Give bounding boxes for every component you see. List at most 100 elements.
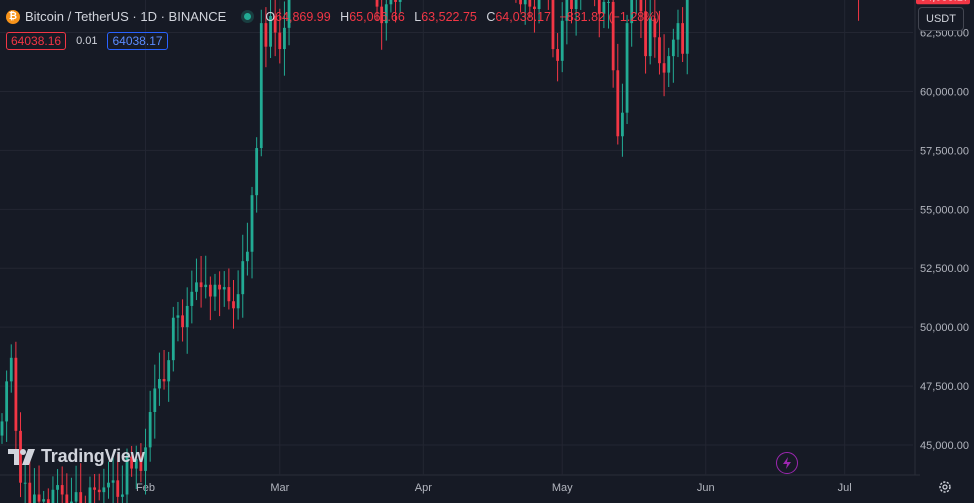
- candle-body: [597, 0, 601, 14]
- time-tick-label: Jun: [697, 482, 715, 494]
- candle-body: [394, 0, 397, 2]
- candle-body: [0, 421, 4, 436]
- candle-body: [269, 16, 272, 47]
- candle-body: [88, 487, 92, 503]
- candle-body: [380, 6, 384, 24]
- candle-body: [56, 485, 59, 490]
- candle-body: [528, 0, 532, 7]
- candle-body: [107, 482, 110, 488]
- symbol-title[interactable]: Bitcoin / TetherUS · 1D · BINANCE: [25, 9, 227, 24]
- candle-body: [218, 284, 222, 290]
- candle-body: [37, 494, 41, 502]
- last-price-label: 64,038.17: [920, 0, 969, 3]
- candle-body: [556, 49, 559, 61]
- candle-body: [51, 489, 55, 503]
- candle-body: [116, 480, 120, 497]
- candle-body: [602, 1, 606, 14]
- tradingview-logo-icon: [8, 448, 35, 465]
- candle-body: [264, 23, 268, 47]
- candle-body: [213, 284, 217, 297]
- candle-body: [5, 381, 9, 422]
- candle-body: [245, 251, 249, 262]
- buy-button[interactable]: 64038.17: [107, 32, 168, 50]
- candle-body: [134, 459, 138, 469]
- candle-body: [616, 70, 620, 137]
- high-value: 65,066.66: [349, 9, 405, 24]
- time-tick-label: May: [552, 482, 573, 494]
- candle-body: [658, 37, 661, 64]
- bitcoin-icon: ₿: [6, 9, 20, 24]
- spread-value: 0.01: [76, 35, 98, 47]
- candle-body: [560, 20, 564, 61]
- candle-body: [65, 494, 69, 503]
- candle-body: [199, 282, 203, 288]
- open-label: O: [265, 9, 276, 24]
- candle-body: [74, 492, 78, 502]
- candle-body: [42, 499, 46, 502]
- symbol-header: ₿ Bitcoin / TetherUS · 1D · BINANCE O64,…: [6, 9, 660, 24]
- candle-body: [70, 501, 73, 503]
- candle-body: [195, 282, 198, 292]
- candle-body: [537, 0, 541, 9]
- candle-body: [676, 23, 680, 40]
- time-tick-label: Jul: [838, 482, 852, 494]
- trade-buttons: 64038.16 0.01 64038.17: [6, 32, 168, 50]
- candle-body: [171, 317, 175, 361]
- candle-body: [120, 494, 124, 497]
- candle-body: [384, 4, 388, 24]
- candle-body: [185, 305, 189, 328]
- candle-body: [278, 32, 282, 50]
- candle-body: [139, 459, 143, 471]
- candle-body: [176, 315, 180, 318]
- candle-body: [60, 485, 64, 495]
- currency-selector[interactable]: USDT: [918, 7, 964, 31]
- candle-body: [111, 480, 115, 483]
- candle-body: [653, 18, 657, 38]
- candle-body: [625, 23, 629, 113]
- candle-body: [148, 412, 152, 448]
- candle-body: [621, 112, 624, 137]
- candle-body: [648, 18, 652, 57]
- candle-body: [273, 16, 277, 33]
- candle-body: [630, 0, 634, 24]
- candle-body: [19, 430, 22, 483]
- candle-body: [144, 447, 147, 471]
- candle-body: [259, 23, 263, 149]
- lightning-icon[interactable]: [776, 452, 798, 474]
- candle-body: [607, 1, 610, 3]
- price-tick-label: 55,000.00: [920, 204, 969, 216]
- gear-icon[interactable]: [938, 480, 952, 494]
- candle-body: [681, 23, 685, 54]
- sell-button[interactable]: 64038.16: [6, 32, 67, 50]
- candle-body: [523, 0, 527, 5]
- candle-body: [153, 388, 157, 413]
- candle-body: [204, 284, 208, 288]
- candle-body: [551, 0, 555, 50]
- candle-body: [208, 284, 212, 297]
- candle-body: [222, 287, 226, 290]
- candle-body: [389, 0, 393, 5]
- candle-body: [574, 0, 578, 9]
- candle-body: [227, 287, 231, 302]
- candle-body: [671, 39, 675, 57]
- time-tick-label: Mar: [270, 482, 289, 494]
- candle-body: [23, 482, 27, 484]
- price-tick-label: 60,000.00: [920, 86, 969, 98]
- candle-body: [519, 0, 522, 5]
- change-value: −831.82 (−1.28%): [559, 9, 660, 24]
- candle-body: [181, 315, 184, 328]
- price-tick-label: 52,500.00: [920, 263, 969, 275]
- candle-body: [232, 301, 235, 309]
- open-value: 64,869.99: [275, 9, 331, 24]
- candle-body: [130, 456, 134, 469]
- ohlc-values: O64,869.99 H65,066.66 L63,522.75 C64,038…: [265, 10, 659, 24]
- candle-body: [685, 0, 689, 54]
- candle-body: [125, 456, 129, 495]
- price-tick-label: 50,000.00: [920, 322, 969, 334]
- candle-body: [565, 0, 569, 21]
- tradingview-logo[interactable]: TradingView: [8, 446, 145, 467]
- candle-body: [46, 499, 50, 503]
- high-label: H: [340, 9, 350, 24]
